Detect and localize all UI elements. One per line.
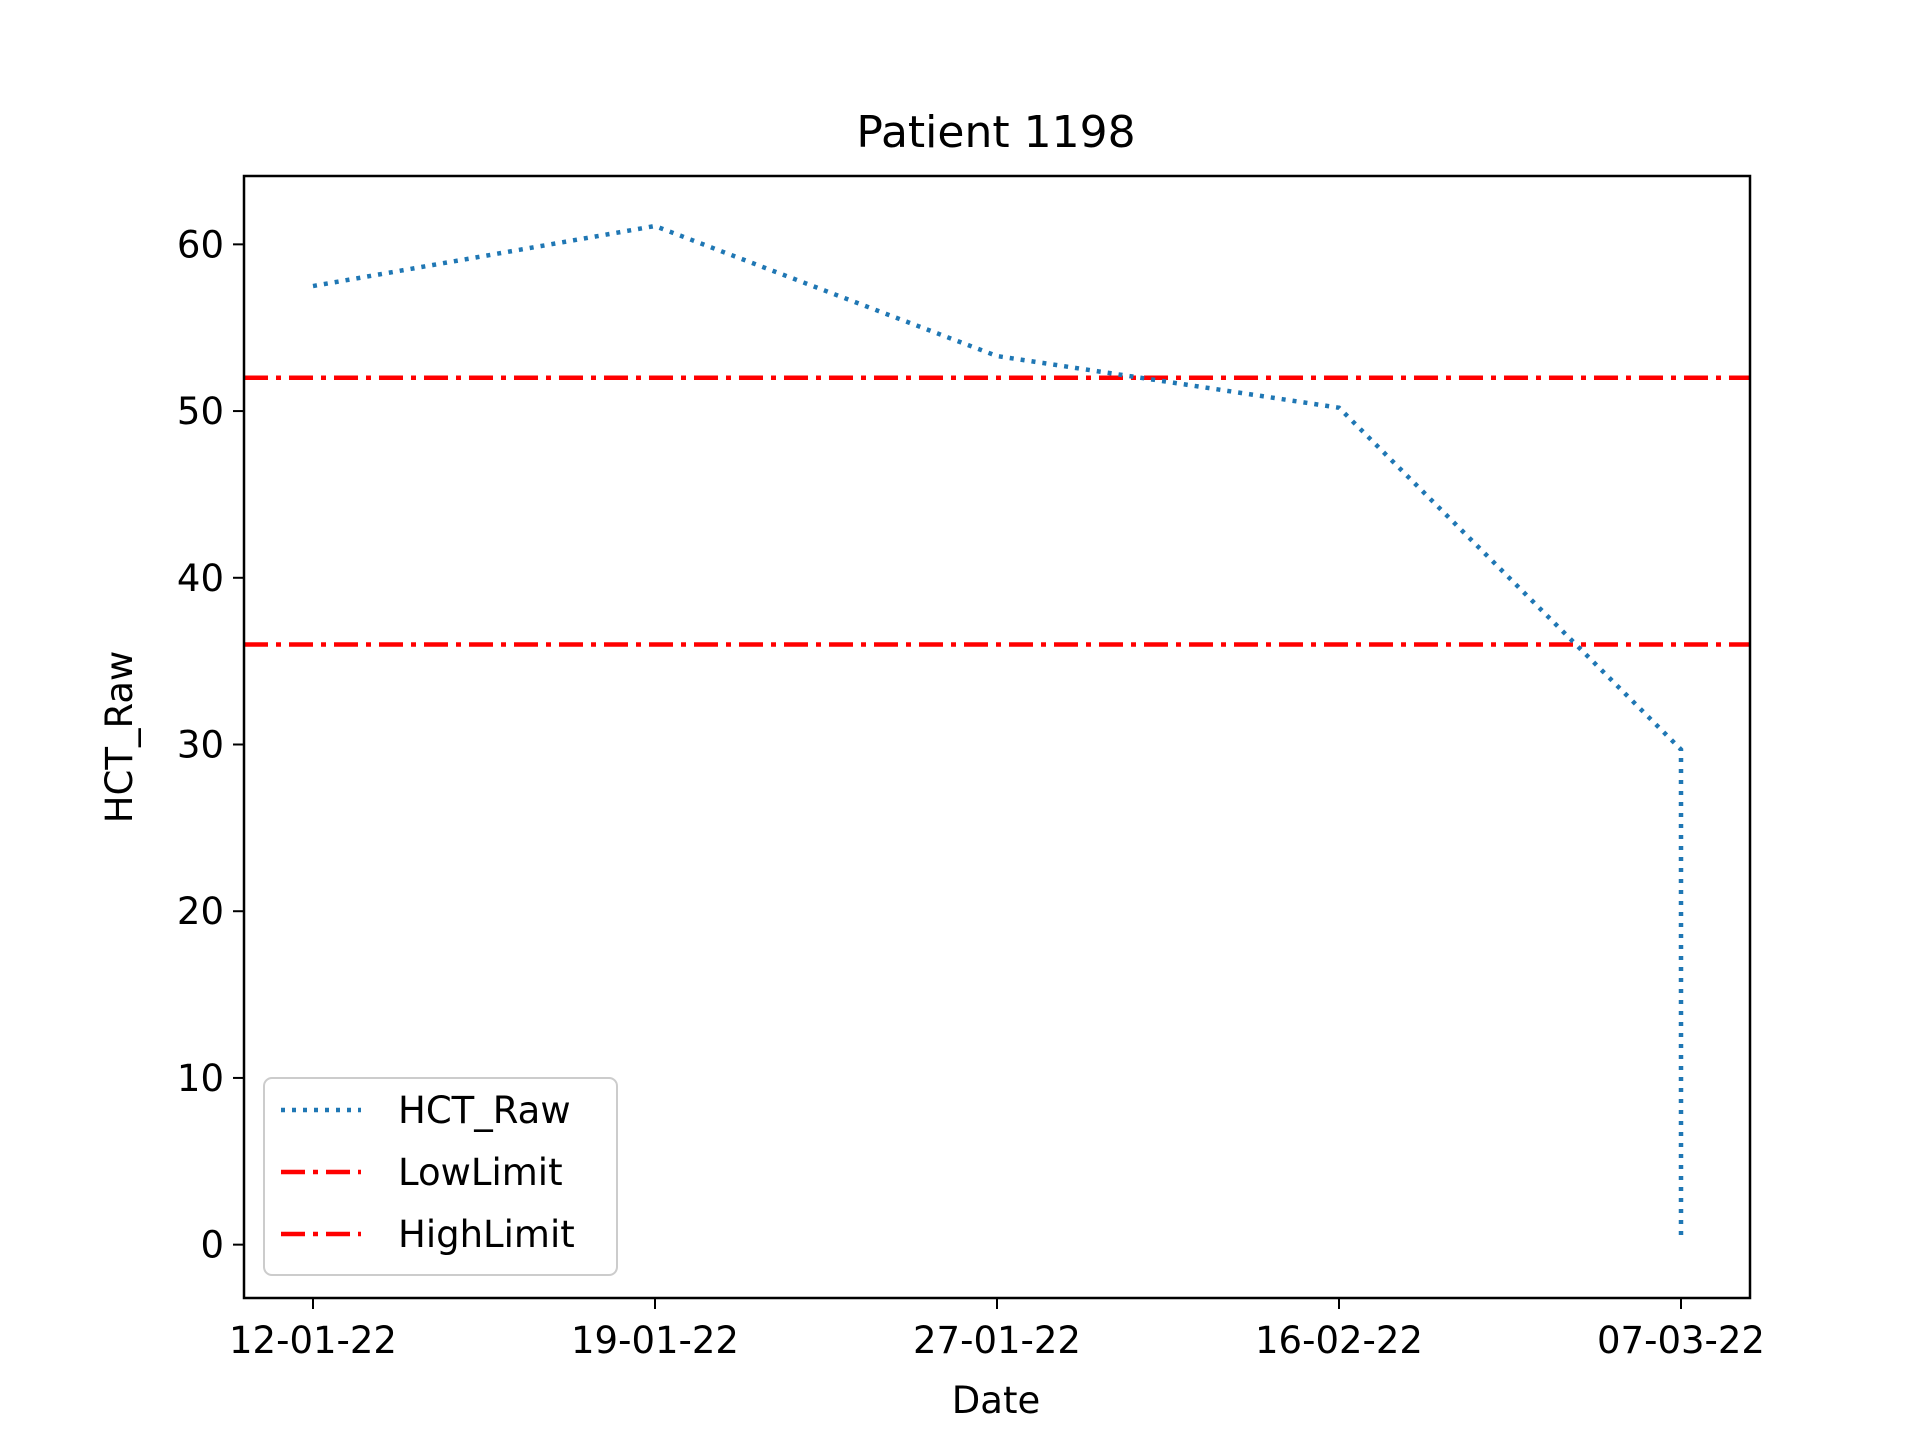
y-axis-label: HCT_Raw	[98, 651, 141, 824]
x-tick-label: 27-01-22	[913, 1319, 1081, 1362]
y-tick-label: 0	[200, 1224, 224, 1267]
legend-label-lowlimit: LowLimit	[398, 1151, 563, 1194]
x-tick-label: 16-02-22	[1255, 1319, 1423, 1362]
x-axis: 12-01-22 19-01-22 27-01-22 16-02-22 07-03-22	[229, 1298, 1765, 1362]
y-axis: 0 10 20 30 40 50 60	[177, 223, 244, 1267]
y-tick-label: 60	[177, 223, 224, 266]
legend-box	[263, 1077, 618, 1276]
series-layer	[312, 223, 1684, 1238]
y-tick-label: 40	[177, 557, 224, 600]
y-tick-label: 30	[177, 724, 224, 767]
x-tick-label: 19-01-22	[571, 1319, 739, 1362]
chart-title: Patient 1198	[856, 107, 1135, 158]
x-axis-label: Date	[952, 1379, 1040, 1422]
x-tick-label: 07-03-22	[1597, 1319, 1765, 1362]
legend-label-highlimit: HighLimit	[398, 1213, 575, 1256]
reference-lines	[244, 375, 1750, 647]
y-tick-label: 10	[177, 1057, 224, 1100]
legend-label-hct_raw: HCT_Raw	[398, 1089, 571, 1132]
y-tick-label: 20	[177, 890, 224, 933]
series-line-hct_raw	[312, 223, 1684, 1238]
legend-entries: HCT_Raw LowLimit HighLimit	[281, 1089, 575, 1256]
y-tick-label: 50	[177, 390, 224, 433]
x-tick-label: 12-01-22	[229, 1319, 397, 1362]
legend: HCT_Raw LowLimit HighLimit	[263, 1077, 618, 1276]
